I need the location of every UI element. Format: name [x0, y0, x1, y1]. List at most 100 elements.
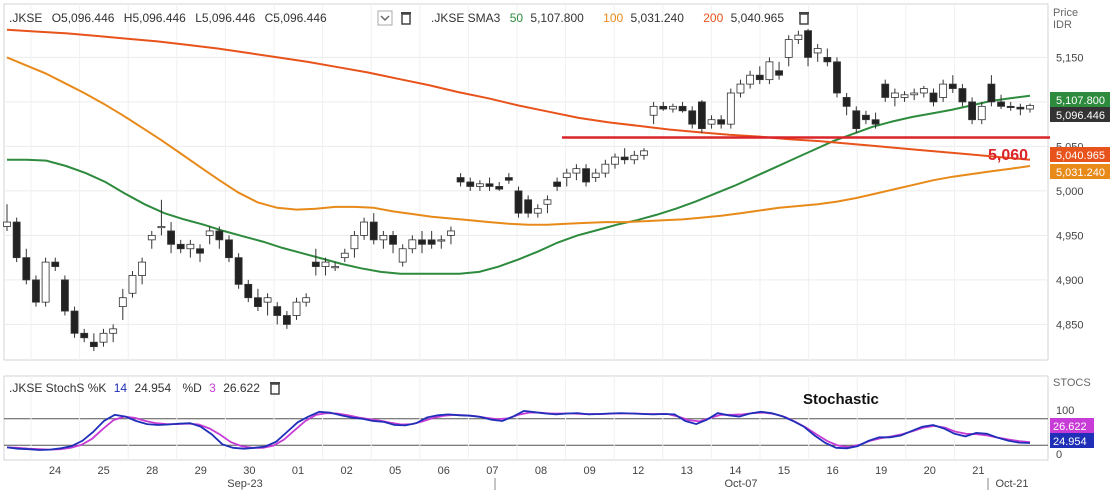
trash-icon[interactable]: [268, 380, 282, 396]
candle-body: [3, 221, 11, 227]
stoch-k-line: [6, 409, 1031, 451]
candles: [3, 28, 1034, 352]
candle-body: [919, 88, 928, 94]
day-tick-label: 05: [389, 465, 401, 477]
support-label: 5,060: [988, 147, 1028, 164]
candle-body: [1006, 105, 1015, 108]
candle-body: [89, 341, 98, 348]
candle-body: [70, 310, 79, 334]
candle-body: [138, 261, 147, 276]
candle-body: [109, 328, 118, 334]
candle-body: [167, 230, 175, 245]
stoch-grid: [4, 376, 1048, 460]
candle-body: [669, 105, 677, 110]
candle-body: [331, 266, 340, 269]
candle-body: [611, 156, 619, 165]
price-tag: [1050, 107, 1110, 122]
candle-body: [871, 119, 880, 125]
day-tick-label: 29: [195, 465, 207, 477]
candle-body: [447, 230, 455, 236]
month-tick-label: Sep-23: [227, 478, 262, 490]
candle-body: [620, 156, 629, 161]
day-tick-label: 08: [535, 465, 547, 477]
candle-body: [823, 57, 832, 63]
trash-icon[interactable]: [797, 10, 811, 26]
candle-body: [697, 101, 706, 130]
price-tag-label: 5,096.446: [1056, 110, 1105, 122]
candle-body: [360, 221, 368, 236]
candle-body: [678, 105, 687, 112]
candle-body: [881, 83, 890, 98]
price-tag: [1050, 164, 1110, 179]
candle-body: [244, 283, 253, 299]
candle-body: [543, 199, 552, 205]
sma-lines: [6, 28, 1031, 275]
candle-body: [176, 243, 185, 250]
candle-body: [784, 39, 793, 58]
candle-body: [22, 257, 31, 281]
day-tick-label: 19: [875, 465, 887, 477]
candle-body: [263, 297, 272, 303]
candle-body: [630, 154, 639, 161]
day-tick-label: 01: [292, 465, 304, 477]
candle-body: [32, 279, 40, 303]
price-tick-label: 4,950: [1056, 230, 1084, 242]
day-tick-label: 14: [729, 465, 741, 477]
candle-body: [427, 239, 436, 245]
stoch-tag: [1050, 418, 1094, 433]
stoch-tick-label: 0: [1056, 449, 1062, 461]
price-tag-label: 5,107.800: [1056, 95, 1105, 107]
day-tick-label: 13: [681, 465, 693, 477]
candle-body: [282, 315, 291, 325]
sma-50-line: [7, 94, 1031, 275]
trash-icon[interactable]: [399, 10, 413, 26]
stoch-tags: 26.622 24.954: [1050, 418, 1094, 448]
candle-body: [968, 101, 976, 121]
price-tags: 5,107.800 5,096.446 5,040.965 5,031.240: [1050, 92, 1110, 179]
candle-body: [640, 150, 648, 156]
day-tick-label: 28: [146, 465, 158, 477]
candle-body: [80, 332, 89, 339]
candle-body: [292, 301, 301, 316]
candle-body: [948, 83, 957, 89]
candle-body: [939, 83, 948, 98]
candle-body: [813, 48, 822, 54]
candle-body: [524, 199, 533, 214]
candle-body: [254, 297, 262, 308]
candle-body: [775, 70, 783, 76]
svg-text:.JKSE O5,096.446 H: .JKSE O5,096.446 H5,096.446 L5,096.446 C…: [9, 11, 327, 25]
sma-legend: .JKSE SMA3 50 5,107.800 100 5,031.240 20…: [431, 11, 784, 25]
price-axis-unit: IDR: [1053, 19, 1072, 31]
candle-body: [437, 239, 446, 242]
day-tick-label: 09: [583, 465, 595, 477]
main-legend: .JKSE O5,096.446 H5,096.446 L5,096.446 C…: [9, 11, 327, 25]
chevron-down-icon[interactable]: [377, 10, 393, 26]
price-tag-label: 5,031.240: [1056, 167, 1105, 179]
candle-body: [61, 279, 69, 312]
candle-body: [717, 119, 726, 125]
candle-body: [408, 239, 417, 250]
candle-body: [186, 243, 195, 250]
candle-body: [659, 105, 668, 110]
candle-body: [833, 61, 841, 94]
candle-body: [225, 239, 233, 259]
main-pane: [3, 3, 1049, 361]
day-tick-label: 16: [826, 465, 838, 477]
candle-body: [553, 181, 562, 187]
candle-body: [466, 181, 475, 187]
price-tag: [1050, 147, 1110, 162]
candle-body: [340, 252, 349, 259]
day-tick-label: 15: [778, 465, 790, 477]
candle-body: [987, 83, 996, 103]
day-tick-label: 24: [49, 465, 61, 477]
sma-200-line: [6, 28, 1031, 161]
candle-body: [369, 221, 378, 241]
candle-body: [215, 230, 224, 241]
candle-body: [302, 297, 311, 303]
candle-body: [205, 230, 214, 236]
day-tick-label: 06: [438, 465, 450, 477]
candle-body: [852, 110, 861, 130]
candle-body: [389, 234, 397, 245]
day-tick-label: 12: [632, 465, 644, 477]
